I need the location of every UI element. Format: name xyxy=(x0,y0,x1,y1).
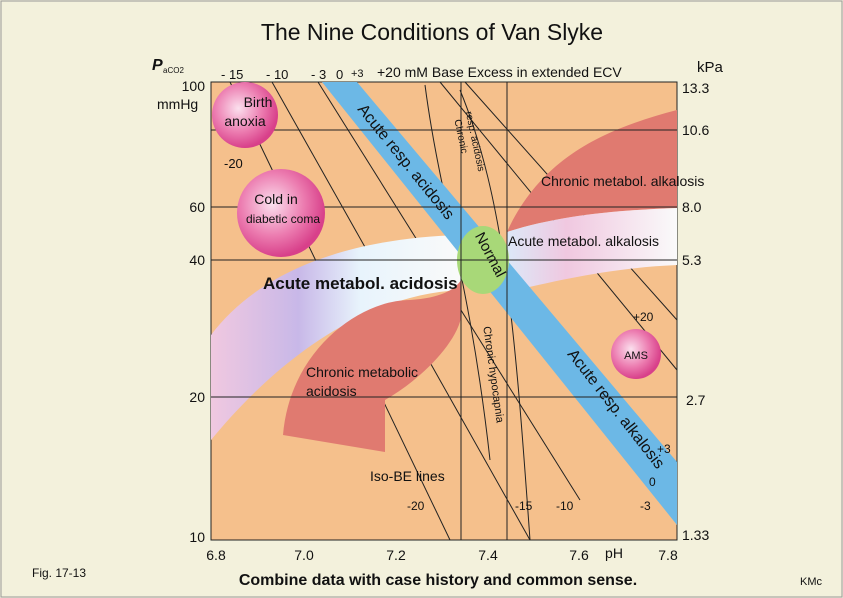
x-tick-label: 6.8 xyxy=(206,547,226,563)
region-label: AMS xyxy=(624,350,648,362)
top-tick-label: - 10 xyxy=(266,67,288,82)
be-label: -20 xyxy=(407,499,425,513)
y2-unit: kPa xyxy=(697,59,724,76)
top-tick-label: - 15 xyxy=(221,67,243,82)
x-tick-label: 7.6 xyxy=(569,547,589,563)
be-label: -10 xyxy=(556,499,574,513)
x-tick-label: 7.8 xyxy=(658,547,678,563)
ams-circle xyxy=(611,329,661,379)
region-label: Chronic metabol. alkalosis xyxy=(541,173,704,189)
y2-tick-label: 13.3 xyxy=(682,80,709,96)
region-label: anoxia xyxy=(224,113,265,129)
region-label: Iso-BE lines xyxy=(370,468,445,484)
acute-acidosis-band xyxy=(211,235,461,440)
be-label: +20 xyxy=(633,310,654,324)
top-tick-label: - 3 xyxy=(311,67,326,82)
y-tick-label: 40 xyxy=(189,252,205,268)
y-unit: mmHg xyxy=(157,96,198,112)
y2-tick-label: 1.33 xyxy=(682,527,709,543)
region-label: Chronic metabolic xyxy=(306,364,418,380)
acute-resp-band xyxy=(322,82,677,525)
diabetic-coma-circle xyxy=(237,169,325,257)
be-label: -15 xyxy=(515,499,533,513)
be-label: 0 xyxy=(649,475,656,489)
x-tick-label: 7.4 xyxy=(478,547,498,563)
region-label: Cold in xyxy=(254,191,298,207)
y-tick-label: 60 xyxy=(189,199,205,215)
y-tick-label: 100 xyxy=(182,78,206,94)
be-label: +3 xyxy=(657,442,671,456)
be-label: -20 xyxy=(224,156,243,171)
y-tick-label: 10 xyxy=(189,529,205,545)
region-label: acidosis xyxy=(306,383,357,399)
chronic-acidosis-area xyxy=(283,280,461,452)
y-symbol: P xyxy=(152,57,163,74)
be-label: -3 xyxy=(640,499,651,513)
x-tick-label: 7.0 xyxy=(294,547,314,563)
author: KMc xyxy=(800,576,823,588)
y2-tick-label: 5.3 xyxy=(682,252,702,268)
top-tick-label: +3 xyxy=(351,68,364,80)
y2-tick-label: 10.6 xyxy=(682,122,709,138)
title: The Nine Conditions of Van Slyke xyxy=(261,19,603,45)
birth-anoxia-circle xyxy=(212,82,278,148)
region-label: Acute metabol. acidosis xyxy=(263,274,458,293)
y-tick-label: 20 xyxy=(189,389,205,405)
region-label: Acute metabol. alkalosis xyxy=(508,233,659,249)
region-label: Birth xyxy=(244,94,273,110)
acute-alkalosis-band xyxy=(507,208,677,292)
y-subscript: aCO2 xyxy=(163,66,184,75)
grid xyxy=(211,82,677,540)
chronic-alkalosis-area xyxy=(507,110,677,232)
figure-number: Fig. 17-13 xyxy=(32,566,86,580)
x-tick-label: 7.2 xyxy=(386,547,406,563)
region-label: diabetic coma xyxy=(246,212,320,226)
x-axis-label: pH xyxy=(605,545,623,561)
y2-tick-label: 8.0 xyxy=(682,199,702,215)
top-scale-label: +20 mM Base Excess in extended ECV xyxy=(377,64,622,80)
y2-tick-label: 2.7 xyxy=(686,392,706,408)
footer-note: Combine data with case history and commo… xyxy=(239,572,637,589)
top-tick-label: 0 xyxy=(336,67,343,82)
